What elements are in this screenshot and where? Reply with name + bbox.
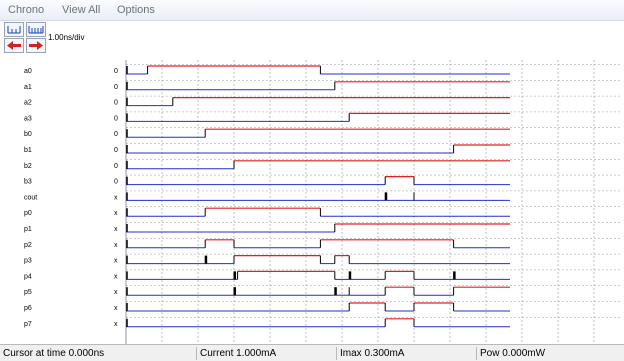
signal-value-p3: x bbox=[114, 258, 118, 265]
waveform-panel[interactable]: a0 0 a1 0 a2 0 a3 0 b0 0 b1 0 b2 0 b3 0 cout x p0 x p1 x p2 x p3… bbox=[0, 56, 624, 344]
signal-value-p2: x bbox=[114, 242, 118, 249]
cursor-time-status: Cursor at time 0.000ns bbox=[3, 348, 105, 359]
signal-name-p2: p2 bbox=[24, 242, 32, 249]
signal-value-p4: x bbox=[114, 273, 118, 280]
signal-name-p3: p3 bbox=[24, 258, 32, 265]
scroll-right-button[interactable] bbox=[26, 38, 46, 53]
signal-value-b0: 0 bbox=[114, 131, 118, 138]
time-scale-label: 1.00ns/div bbox=[48, 33, 85, 42]
zoom-out-ticks-icon bbox=[28, 26, 44, 34]
waveform-canvas[interactable]: a0 0 a1 0 a2 0 a3 0 b0 0 b1 0 b2 0 b3 0 cout x p0 x p1 x p2 x p3… bbox=[0, 56, 624, 344]
zoom-in-button[interactable] bbox=[4, 22, 24, 37]
signal-value-b1: 0 bbox=[114, 147, 118, 154]
signal-value-a2: 0 bbox=[114, 100, 118, 107]
signal-name-p7: p7 bbox=[24, 321, 32, 328]
signal-name-p1: p1 bbox=[24, 226, 32, 233]
zoom-in-ticks-icon bbox=[7, 26, 21, 34]
signal-name-b3: b3 bbox=[24, 179, 32, 186]
signal-name-p0: p0 bbox=[24, 210, 32, 217]
signal-value-b3: 0 bbox=[114, 179, 118, 186]
signal-name-a0: a0 bbox=[24, 68, 32, 75]
signal-name-p4: p4 bbox=[24, 273, 32, 280]
signal-value-p7: x bbox=[114, 321, 118, 328]
menu-bar: Chrono View All Options bbox=[0, 0, 624, 21]
toolbar: 1.00ns/div bbox=[0, 21, 624, 55]
signal-value-b2: 0 bbox=[114, 163, 118, 170]
signal-name-a2: a2 bbox=[24, 100, 32, 107]
signal-name-b2: b2 bbox=[24, 163, 32, 170]
arrow-left-icon bbox=[7, 41, 21, 50]
signal-value-p6: x bbox=[114, 305, 118, 312]
signal-value-a1: 0 bbox=[114, 84, 118, 91]
signal-name-p5: p5 bbox=[24, 289, 32, 296]
signal-name-a3: a3 bbox=[24, 115, 32, 122]
signal-name-p6: p6 bbox=[24, 305, 32, 312]
signal-value-cout: x bbox=[114, 194, 118, 201]
imax-status: Imax 0.300mA bbox=[336, 347, 476, 360]
zoom-out-button[interactable] bbox=[26, 22, 46, 37]
arrow-right-icon bbox=[29, 41, 43, 50]
menu-view-all[interactable]: View All bbox=[62, 4, 101, 16]
signal-name-b1: b1 bbox=[24, 147, 32, 154]
signal-name-cout: cout bbox=[24, 194, 37, 201]
signal-name-a1: a1 bbox=[24, 84, 32, 91]
signal-value-p0: x bbox=[114, 210, 118, 217]
scroll-left-button[interactable] bbox=[4, 38, 24, 53]
status-bar: Cursor at time 0.000ns Current 1.000mA I… bbox=[0, 344, 624, 361]
signal-value-a0: 0 bbox=[114, 68, 118, 75]
signal-value-p1: x bbox=[114, 226, 118, 233]
signal-name-b0: b0 bbox=[24, 131, 32, 138]
menu-options[interactable]: Options bbox=[117, 4, 155, 16]
power-status: Pow 0.000mW bbox=[476, 347, 624, 360]
current-status: Current 1.000mA bbox=[196, 347, 336, 360]
menu-chrono[interactable]: Chrono bbox=[8, 4, 45, 16]
signal-value-p5: x bbox=[114, 289, 118, 296]
signal-value-a3: 0 bbox=[114, 115, 118, 122]
